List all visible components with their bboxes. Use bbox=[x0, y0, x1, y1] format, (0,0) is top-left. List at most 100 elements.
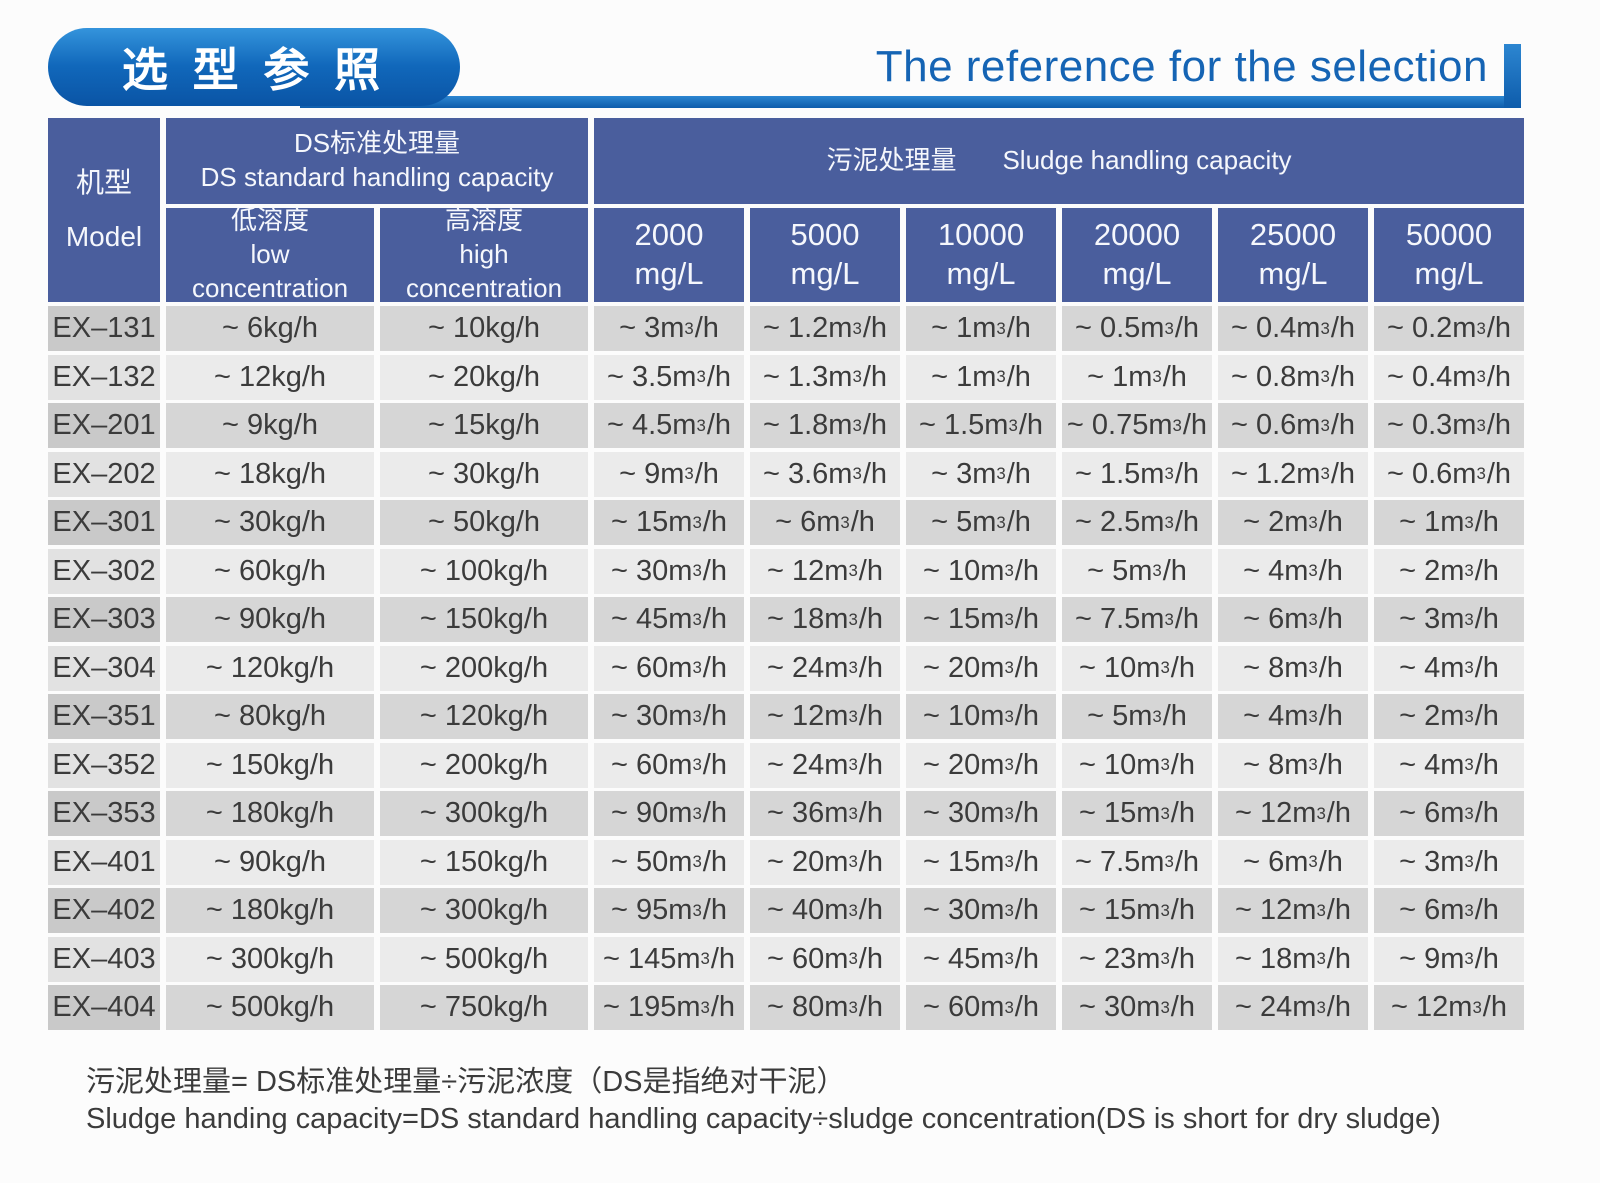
capacity-cell: ~ 145m 3/h bbox=[594, 936, 744, 982]
capacity-cell: ~ 3m 3/h bbox=[594, 306, 744, 351]
table-row: EX–401 ~ 90kg/h ~ 150kg/h ~ 50m 3/h ~ 20m 3/h ~… bbox=[48, 839, 1524, 885]
capacity-cell: ~ 2m 3/h bbox=[1374, 548, 1524, 594]
table-row: EX–301 ~ 30kg/h ~ 50kg/h ~ 15m 3/h ~ 6m 3/h ~ 5… bbox=[48, 500, 1524, 545]
header-high-concentration: 高溶度 high concentration bbox=[380, 205, 588, 303]
capacity-cell: ~ 500kg/h bbox=[166, 985, 374, 1030]
capacity-cell: ~ 0.6m 3/h bbox=[1218, 403, 1368, 448]
capacity-cell: ~ 18m 3/h bbox=[750, 597, 900, 642]
capacity-cell: ~ 5m 3/h bbox=[1062, 694, 1212, 739]
capacity-cell: ~ 12m 3/h bbox=[750, 694, 900, 739]
model-cell: EX–402 bbox=[48, 888, 160, 933]
capacity-cell: ~ 23m 3/h bbox=[1062, 936, 1212, 982]
capacity-cell: ~ 80m 3/h bbox=[750, 985, 900, 1030]
model-cell: EX–132 bbox=[48, 354, 160, 400]
header-ds-en: DS standard handling capacity bbox=[200, 162, 554, 192]
capacity-cell: ~ 6m 3/h bbox=[1374, 888, 1524, 933]
capacity-cell: ~ 300kg/h bbox=[380, 888, 588, 933]
capacity-cell: ~ 3.5m 3/h bbox=[594, 354, 744, 400]
model-cell: EX–403 bbox=[48, 936, 160, 982]
header-low-cn: 低溶度 bbox=[230, 205, 309, 236]
capacity-cell: ~ 3m 3/h bbox=[1374, 597, 1524, 642]
capacity-cell: ~ 4.5m 3/h bbox=[594, 403, 744, 448]
header-model: 机型 Model bbox=[48, 118, 160, 302]
capacity-cell: ~ 60m 3/h bbox=[594, 645, 744, 691]
header-ds-cn: DS标准处理量 bbox=[293, 128, 461, 159]
capacity-cell: ~ 90kg/h bbox=[166, 839, 374, 885]
capacity-cell: ~ 3m 3/h bbox=[1374, 839, 1524, 885]
capacity-cell: ~ 30m 3/h bbox=[594, 548, 744, 594]
capacity-cell: ~ 90m 3/h bbox=[594, 791, 744, 836]
model-cell: EX–301 bbox=[48, 500, 160, 545]
capacity-cell: ~ 90kg/h bbox=[166, 597, 374, 642]
capacity-cell: ~ 0.8m 3/h bbox=[1218, 354, 1368, 400]
capacity-cell: ~ 18m 3/h bbox=[1218, 936, 1368, 982]
capacity-cell: ~ 60m 3/h bbox=[906, 985, 1056, 1030]
capacity-cell: ~ 500kg/h bbox=[380, 936, 588, 982]
capacity-cell: ~ 100kg/h bbox=[380, 548, 588, 594]
capacity-cell: ~ 20kg/h bbox=[380, 354, 588, 400]
capacity-cell: ~ 9m 3/h bbox=[594, 451, 744, 497]
capacity-cell: ~ 0.4m 3/h bbox=[1374, 354, 1524, 400]
capacity-cell: ~ 9kg/h bbox=[166, 403, 374, 448]
capacity-cell: ~ 9m 3/h bbox=[1374, 936, 1524, 982]
capacity-cell: ~ 40m 3/h bbox=[750, 888, 900, 933]
capacity-cell: ~ 2m 3/h bbox=[1374, 694, 1524, 739]
model-cell: EX–404 bbox=[48, 985, 160, 1030]
capacity-cell: ~ 180kg/h bbox=[166, 791, 374, 836]
header-sludge-cn: 污泥处理量 bbox=[826, 145, 957, 176]
capacity-cell: ~ 45m 3/h bbox=[906, 936, 1056, 982]
capacity-cell: ~ 10kg/h bbox=[380, 306, 588, 351]
capacity-cell: ~ 1m 3/h bbox=[906, 306, 1056, 351]
header-model-en: Model bbox=[65, 221, 143, 252]
capacity-cell: ~ 6m 3/h bbox=[1218, 597, 1368, 642]
capacity-cell: ~ 20m 3/h bbox=[750, 839, 900, 885]
capacity-cell: ~ 7.5m 3/h bbox=[1062, 839, 1212, 885]
capacity-cell: ~ 10m 3/h bbox=[906, 548, 1056, 594]
capacity-cell: ~ 200kg/h bbox=[380, 742, 588, 788]
table-row: EX–201 ~ 9kg/h ~ 15kg/h ~ 4.5m 3/h ~ 1.8m 3/h ~… bbox=[48, 403, 1524, 448]
capacity-cell: ~ 30m 3/h bbox=[906, 791, 1056, 836]
model-cell: EX–353 bbox=[48, 791, 160, 836]
capacity-cell: ~ 30kg/h bbox=[166, 500, 374, 545]
capacity-cell: ~ 8m 3/h bbox=[1218, 742, 1368, 788]
table-row: EX–302 ~ 60kg/h ~ 100kg/h ~ 30m 3/h ~ 12m 3/h ~… bbox=[48, 548, 1524, 594]
capacity-cell: ~ 8m 3/h bbox=[1218, 645, 1368, 691]
header-50000mgl: 50000 mg/L bbox=[1374, 208, 1524, 302]
capacity-cell: ~ 12m 3/h bbox=[1218, 888, 1368, 933]
capacity-cell: ~ 2m 3/h bbox=[1218, 500, 1368, 545]
capacity-cell: ~ 60m 3/h bbox=[594, 742, 744, 788]
capacity-cell: ~ 24m 3/h bbox=[750, 645, 900, 691]
model-cell: EX–201 bbox=[48, 403, 160, 448]
header-low-concentration: 低溶度 low concentration bbox=[166, 205, 374, 303]
model-cell: EX–302 bbox=[48, 548, 160, 594]
title-underline-bar bbox=[300, 96, 1521, 108]
footnote-cn: 污泥处理量= DS标准处理量÷污泥浓度（DS是指绝对干泥） bbox=[86, 1066, 846, 1098]
table-row: EX–131 ~ 6kg/h ~ 10kg/h ~ 3m 3/h ~ 1.2m 3/h ~ 1… bbox=[48, 306, 1524, 351]
capacity-cell: ~ 1.5m 3/h bbox=[1062, 451, 1212, 497]
footnote-en: Sludge handing capacity=DS standard hand… bbox=[86, 1103, 1441, 1135]
header-5000mgl: 5000 mg/L bbox=[750, 208, 900, 302]
model-cell: EX–304 bbox=[48, 645, 160, 691]
capacity-cell: ~ 10m 3/h bbox=[1062, 645, 1212, 691]
capacity-cell: ~ 30kg/h bbox=[380, 451, 588, 497]
capacity-cell: ~ 20m 3/h bbox=[906, 742, 1056, 788]
capacity-cell: ~ 120kg/h bbox=[380, 694, 588, 739]
capacity-cell: ~ 3.6m 3/h bbox=[750, 451, 900, 497]
capacity-cell: ~ 18kg/h bbox=[166, 451, 374, 497]
capacity-cell: ~ 36m 3/h bbox=[750, 791, 900, 836]
capacity-cell: ~ 0.75m 3/h bbox=[1062, 403, 1212, 448]
capacity-cell: ~ 12m 3/h bbox=[1218, 791, 1368, 836]
capacity-cell: ~ 195m 3/h bbox=[594, 985, 744, 1030]
capacity-cell: ~ 1.8m 3/h bbox=[750, 403, 900, 448]
header-model-cn: 机型 bbox=[75, 166, 132, 198]
table-row: EX–352 ~ 150kg/h ~ 200kg/h ~ 60m 3/h ~ 24m 3/h… bbox=[48, 742, 1524, 788]
capacity-cell: ~ 12m 3/h bbox=[750, 548, 900, 594]
header-25000mgl: 25000 mg/L bbox=[1218, 208, 1368, 302]
capacity-cell: ~ 0.2m 3/h bbox=[1374, 306, 1524, 351]
capacity-cell: ~ 150kg/h bbox=[166, 742, 374, 788]
section-title-cn: 选 型 参 照 bbox=[121, 44, 387, 96]
model-cell: EX–352 bbox=[48, 742, 160, 788]
capacity-cell: ~ 6m 3/h bbox=[1374, 791, 1524, 836]
table-body: EX–131 ~ 6kg/h ~ 10kg/h ~ 3m 3/h ~ 1.2m 3/h ~ 1… bbox=[48, 306, 1524, 1030]
capacity-cell: ~ 24m 3/h bbox=[750, 742, 900, 788]
